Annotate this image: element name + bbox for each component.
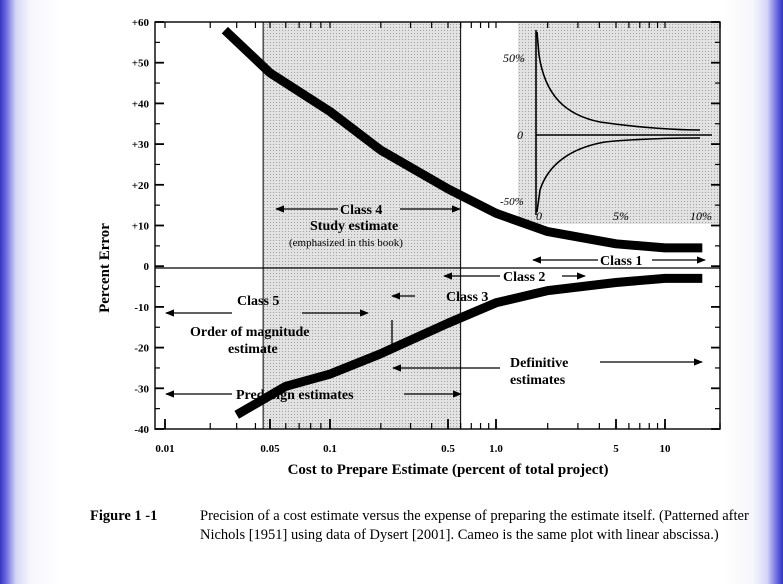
order-label-1: Order of magnitude <box>190 325 310 340</box>
order-label-2: estimate <box>228 342 278 357</box>
x-axis-ticks: 0.01 0.05 0.1 0.5 1.0 5 10 <box>155 22 721 455</box>
x-tick-label: 0.1 <box>323 443 337 455</box>
inset-upper-curve <box>536 31 701 131</box>
y-tick-label: +20 <box>132 180 150 192</box>
upper-bound-curve <box>221 26 703 253</box>
inset-panel <box>518 22 720 224</box>
x-tick-label: 10 <box>660 443 672 455</box>
y-tick-label: +60 <box>132 17 150 29</box>
class2-label: Class 2 <box>503 270 545 285</box>
x-tick-label: 1.0 <box>489 443 503 455</box>
y-tick-label: -40 <box>134 424 149 436</box>
inset-xlabel-0: 0 <box>536 209 542 223</box>
class4-title: Class 4 <box>340 203 382 218</box>
y-tick-label: +40 <box>132 98 150 110</box>
x-axis-title: Cost to Prepare Estimate (percent of tot… <box>288 462 609 478</box>
caption-text: Precision of a cost estimate versus the … <box>200 508 749 543</box>
y-tick-label: -20 <box>134 343 149 355</box>
caption-label: Figure 1 -1 <box>90 508 158 524</box>
definitive-label-2: estimates <box>510 373 566 388</box>
y-tick-label: -30 <box>134 383 149 395</box>
y-axis-ticks: +60 +50 +40 +30 +20 +10 0 -10 -20 -30 -40 <box>132 17 720 436</box>
x-tick-label: 5 <box>613 443 619 455</box>
inset-xlabel-10: 10% <box>690 209 712 223</box>
x-tick-label: 0.01 <box>155 443 174 455</box>
inset-label-top: 50% <box>503 51 525 65</box>
inset-xlabel-5: 5% <box>613 209 629 223</box>
inset-plot <box>535 30 712 215</box>
class5-label: Class 5 <box>237 294 279 309</box>
class4-subtitle: Study estimate <box>310 219 398 234</box>
y-tick-label: +50 <box>132 58 150 70</box>
inset-label-mid: 0 <box>517 128 523 142</box>
y-tick-label: +30 <box>132 139 150 151</box>
y-tick-label: +10 <box>132 221 150 233</box>
class4-note: (emphasized in this book) <box>289 237 403 249</box>
class3-label: Class 3 <box>446 290 488 305</box>
annotation-arrows <box>165 205 706 398</box>
y-tick-label: 0 <box>144 261 150 273</box>
y-tick-label: -10 <box>134 302 149 314</box>
x-tick-label: 0.05 <box>260 443 280 455</box>
lower-bound-curve <box>234 273 703 419</box>
bound-curves <box>221 26 703 419</box>
inset-lower-curve <box>536 137 701 213</box>
y-axis-title: Percent Error <box>97 223 113 313</box>
inset-label-bottom: -50% <box>500 196 524 208</box>
predesign-label: Predesign estimates <box>236 388 354 403</box>
class1-label: Class 1 <box>600 254 642 269</box>
definitive-label-1: Definitive <box>510 356 568 371</box>
x-tick-label: 0.5 <box>441 443 455 455</box>
